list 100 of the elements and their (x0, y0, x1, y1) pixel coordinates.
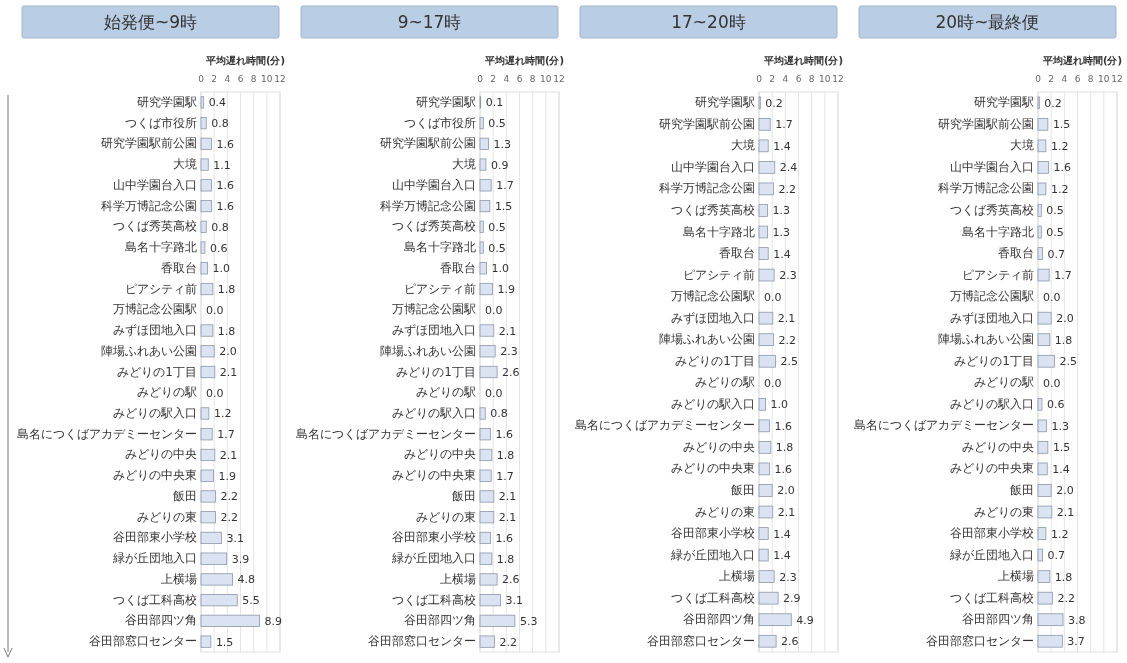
y-tick-label: 谷田部四ツ角 (404, 613, 476, 628)
data-label: 1.4 (773, 527, 791, 541)
data-label: 2.2 (499, 635, 517, 649)
data-label: 0.0 (1043, 376, 1061, 390)
y-tick-label: 研究学園駅前公園 (101, 136, 197, 151)
bar (479, 282, 493, 296)
x-tick-label: 10 (819, 74, 831, 84)
y-tick-label: みどりの中央 (683, 439, 755, 454)
bar (1037, 311, 1052, 325)
y-tick-label: ピアシティ前 (125, 281, 197, 296)
x-tick-label: 12 (1111, 74, 1123, 84)
data-label: 1.8 (496, 448, 515, 462)
data-label: 1.6 (1053, 161, 1072, 175)
data-label: 1.8 (217, 324, 236, 338)
y-tick-label: 陣場ふれあい公園 (380, 343, 476, 358)
bar (1037, 354, 1055, 368)
y-tick-label: みどりの駅 (974, 375, 1034, 390)
y-tick-label: みどりの東 (137, 509, 197, 524)
y-tick-label: 陣場ふれあい公園 (101, 343, 197, 358)
data-label: 0.6 (1046, 398, 1065, 412)
data-label: 1.6 (495, 428, 514, 442)
data-label: 2.0 (1056, 484, 1074, 498)
bar (479, 407, 486, 420)
data-label: 2.4 (779, 161, 798, 175)
data-label: 0.5 (488, 117, 506, 131)
data-label: 0.0 (206, 386, 224, 400)
data-label: 2.5 (1059, 355, 1077, 369)
data-label: 1.1 (213, 158, 231, 172)
x-tick-label: 12 (274, 74, 286, 84)
y-tick-label: 島名十字路北 (683, 224, 755, 239)
data-label: 2.0 (1056, 312, 1074, 326)
data-label: 3.8 (1068, 613, 1086, 627)
x-tick-label: 2 (769, 74, 776, 84)
bar (200, 448, 216, 462)
bar (1037, 484, 1052, 497)
data-label: 1.7 (496, 179, 514, 193)
bar (758, 441, 772, 454)
bar (479, 137, 489, 150)
bar (479, 199, 491, 213)
x-axis-title: 平均遅れ時間(分) (762, 55, 844, 66)
y-tick-label: みどりの駅入口 (392, 405, 476, 420)
data-label: 1.3 (1051, 419, 1070, 433)
y-tick-label: みずほ団地入口 (671, 310, 755, 325)
data-label: 1.0 (212, 262, 231, 276)
bar (1037, 397, 1043, 411)
bar (1037, 505, 1053, 519)
y-tick-label: 島名十字路北 (125, 240, 197, 255)
data-label: 1.8 (1054, 570, 1073, 584)
bar (1037, 139, 1047, 153)
bar (758, 462, 770, 476)
bar (758, 548, 769, 562)
y-tick-label: みずほ団地入口 (113, 323, 197, 338)
y-tick-label: 大境 (173, 157, 197, 172)
bar (200, 594, 238, 607)
x-tick-label: 2 (490, 74, 497, 84)
data-label: 2.0 (777, 484, 795, 498)
y-tick-label: つくば工科高校 (671, 590, 755, 605)
bar (1037, 548, 1044, 562)
bar (1037, 161, 1049, 174)
y-tick-label: みどりの1丁目 (396, 364, 476, 379)
bar (200, 96, 205, 109)
data-label: 2.1 (219, 448, 238, 462)
bar (479, 179, 492, 192)
data-label: 3.1 (226, 531, 244, 545)
y-tick-label: 飯田 (452, 488, 476, 503)
y-tick-label: 研究学園駅前公園 (659, 116, 755, 131)
bar (200, 407, 210, 420)
data-label: 2.1 (777, 506, 796, 519)
bar (758, 613, 792, 627)
data-label: 2.2 (778, 182, 796, 196)
bar (479, 117, 484, 130)
x-tick-label: 10 (1098, 74, 1110, 84)
data-label: 1.5 (494, 200, 513, 214)
data-label: 1.2 (1050, 527, 1069, 541)
y-tick-label: 島名につくばアカデミーセンター (17, 426, 197, 441)
y-tick-label: みどりの中央 (125, 447, 197, 462)
y-tick-label: 島名十字路北 (404, 240, 476, 255)
x-tick-label: 6 (516, 74, 523, 84)
y-tick-label: 谷田部窓口センター (89, 634, 197, 649)
bar (758, 484, 773, 497)
x-axis-title: 平均遅れ時間(分) (1041, 55, 1123, 66)
data-label: 2.1 (498, 324, 517, 338)
chart-title: 20時~最終便 (935, 12, 1040, 32)
x-tick-label: 4 (782, 74, 789, 84)
bar (200, 490, 216, 503)
data-label: 2.1 (498, 490, 517, 504)
y-tick-label: 谷田部窓口センター (647, 633, 755, 648)
data-label: 1.6 (495, 531, 514, 545)
y-tick-label: 上横場 (161, 571, 197, 586)
y-tick-label: つくば秀英高校 (392, 219, 476, 234)
bar (1037, 462, 1048, 476)
y-tick-label: 科学万博記念公園 (380, 198, 476, 213)
data-label: 1.6 (216, 179, 235, 193)
y-tick-label: みどりの中央東 (950, 461, 1034, 476)
y-tick-label: 緑が丘団地入口 (391, 551, 476, 566)
bar (200, 428, 213, 441)
y-tick-label: 科学万博記念公園 (659, 181, 755, 196)
data-label: 4.9 (796, 613, 814, 627)
bar (479, 635, 495, 648)
bar (758, 419, 770, 433)
